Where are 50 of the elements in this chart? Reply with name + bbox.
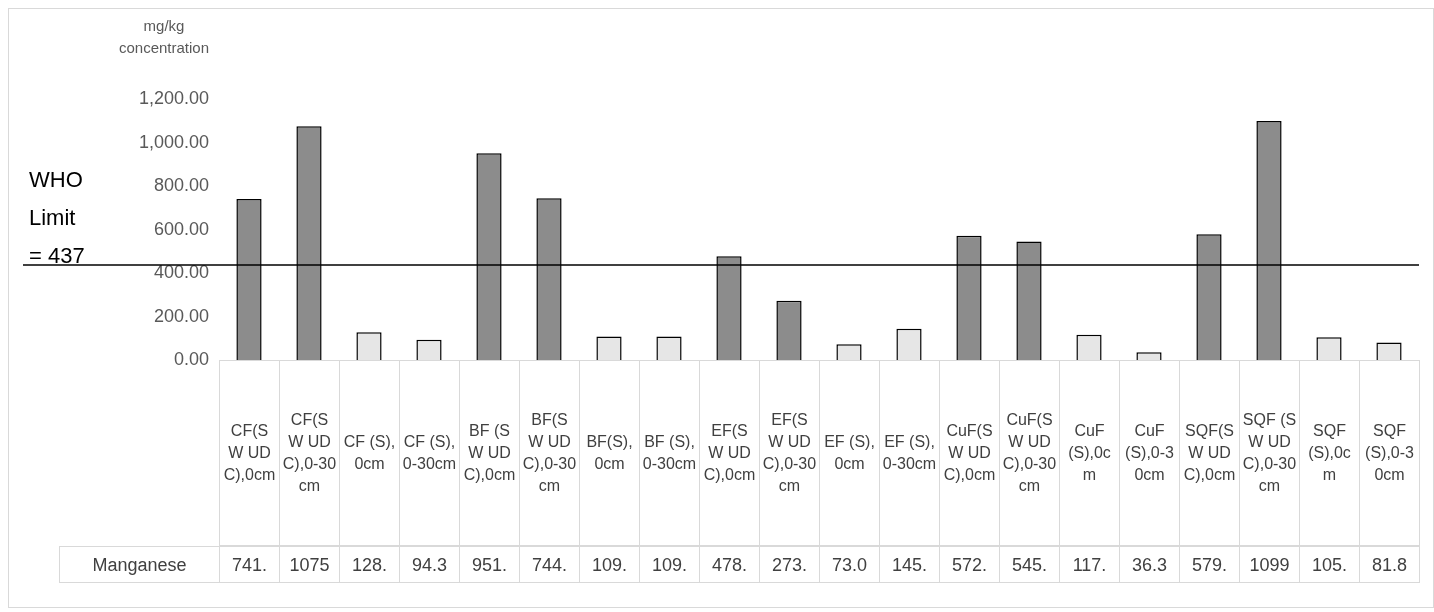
x-tick-label: BF(S),0cm xyxy=(579,360,640,547)
data-label: 109. xyxy=(639,546,700,584)
x-tick-label: SQF(S),0cm xyxy=(1299,360,1360,547)
y-tick-label: 400.00 xyxy=(153,262,209,283)
x-tick-label: SQF(S),0-30cm xyxy=(1359,360,1420,547)
data-label: 36.3 xyxy=(1119,546,1180,584)
data-label: 572. xyxy=(939,546,1000,584)
y-tick-label: 0.00 xyxy=(173,349,209,370)
x-tick-label: CF(S W UDC),0cm xyxy=(219,360,280,547)
x-tick-label: CF(S W UDC),0-30cm xyxy=(279,360,340,547)
data-label: 109. xyxy=(579,546,640,584)
x-tick-label: BF (S),0-30cm xyxy=(639,360,700,547)
y-axis-title: mg/kg concentration xyxy=(118,17,210,56)
data-label: 117. xyxy=(1059,546,1120,584)
data-label: 744. xyxy=(519,546,580,584)
x-tick-label: BF (S W UDC),0cm xyxy=(459,360,520,547)
y-tick-label: 200.00 xyxy=(153,305,209,326)
data-label: 1099 xyxy=(1239,546,1300,584)
data-label: 105. xyxy=(1299,546,1360,584)
x-tick-label: EF(S W UDC),0cm xyxy=(699,360,760,547)
x-tick-label: CF (S),0-30cm xyxy=(399,360,460,547)
data-label: 579. xyxy=(1179,546,1240,584)
y-tick-label: 800.00 xyxy=(153,175,209,196)
data-label: 741. xyxy=(219,546,280,584)
data-label: 145. xyxy=(879,546,940,584)
data-label: 128. xyxy=(339,546,400,584)
x-tick-label: CuF(S),0cm xyxy=(1059,360,1120,547)
x-tick-label: EF(S W UDC),0-30cm xyxy=(759,360,820,547)
data-label: 545. xyxy=(999,546,1060,584)
legend-label: Manganese xyxy=(59,546,220,584)
x-tick-label: SQF(S W UDC),0cm xyxy=(1179,360,1240,547)
x-tick-label: CuF(S),0-30cm xyxy=(1119,360,1180,547)
data-label: 94.3 xyxy=(399,546,460,584)
x-tick-label: SQF (S W UDC),0-30cm xyxy=(1239,360,1300,547)
x-tick-label: CuF(S W UDC),0cm xyxy=(939,360,1000,547)
data-label: 1075 xyxy=(279,546,340,584)
x-tick-label: CF (S),0cm xyxy=(339,360,400,547)
data-label: 273. xyxy=(759,546,820,584)
y-tick-label: 1,200.00 xyxy=(138,87,209,108)
data-label: 951. xyxy=(459,546,520,584)
y-tick-label: 600.00 xyxy=(153,218,209,239)
data-label: 73.0 xyxy=(819,546,880,584)
x-tick-label: CuF(S W UDC),0-30cm xyxy=(999,360,1060,547)
x-tick-label: EF (S),0-30cm xyxy=(879,360,940,547)
data-label: 478. xyxy=(699,546,760,584)
y-tick-label: 1,000.00 xyxy=(138,131,209,152)
x-tick-label: BF(S W UDC),0-30cm xyxy=(519,360,580,547)
x-tick-label: EF (S),0cm xyxy=(819,360,880,547)
data-label: 81.8 xyxy=(1359,546,1420,584)
ref-line-label: WHO Limit = 437 xyxy=(29,167,85,269)
